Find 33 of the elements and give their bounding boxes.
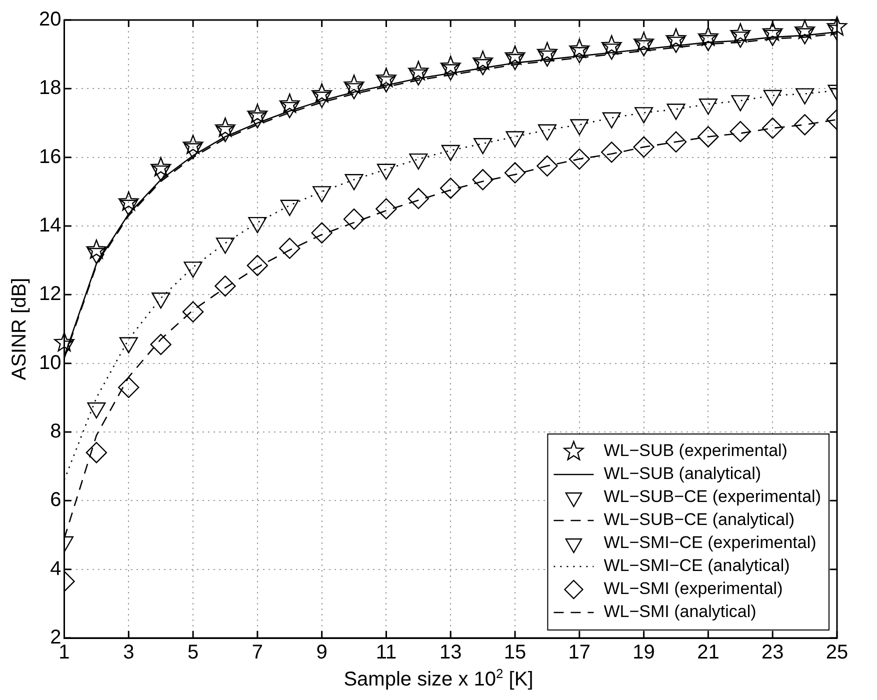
x-tick-label: 17 bbox=[568, 642, 591, 664]
y-tick-label: 14 bbox=[38, 214, 62, 237]
x-tick-label: 23 bbox=[761, 642, 784, 664]
y-tick-label: 4 bbox=[50, 558, 62, 580]
legend-label: WL−SMI−CE (experimental) bbox=[604, 533, 816, 552]
x-tick-label: 1 bbox=[58, 642, 70, 664]
x-axis-title: Sample size x 10$^{2}$ [K] bbox=[342, 666, 534, 692]
legend-label: WL−SUB (experimental) bbox=[604, 441, 788, 460]
legend-label: WL−SMI−CE (analytical) bbox=[604, 556, 790, 576]
x-tick-label: 15 bbox=[504, 642, 526, 664]
x-tick-label: 11 bbox=[376, 642, 397, 664]
y-tick-label: 12 bbox=[38, 283, 62, 306]
x-tick-label: 25 bbox=[826, 642, 848, 664]
y-axis-title: ASINR [dB] bbox=[8, 278, 31, 380]
legend-label: WL−SMI (experimental) bbox=[604, 579, 783, 598]
y-tick-label: 20 bbox=[38, 8, 62, 31]
x-tick-label: 19 bbox=[632, 642, 655, 664]
legend-label: WL−SUB−CE (experimental) bbox=[604, 487, 822, 506]
x-tick-label: 13 bbox=[440, 642, 462, 664]
legend-label: WL−SMI (analytical) bbox=[604, 602, 756, 622]
y-tick-label: 10 bbox=[38, 352, 62, 374]
legend-label: WL−SUB−CE (analytical) bbox=[604, 510, 795, 530]
y-tick-label: 16 bbox=[38, 146, 62, 168]
legend-label: WL−SUB (analytical) bbox=[604, 464, 762, 484]
x-tick-label: 3 bbox=[123, 642, 134, 664]
x-tick-label: 7 bbox=[252, 642, 263, 664]
x-tick-label: 5 bbox=[187, 642, 199, 664]
y-tick-label: 18 bbox=[38, 77, 62, 100]
y-tick-label: 8 bbox=[50, 420, 62, 443]
y-tick-label: 6 bbox=[50, 489, 62, 512]
x-tick-label: 21 bbox=[697, 642, 720, 664]
y-tick-label: 2 bbox=[50, 626, 62, 649]
x-tick-label: 9 bbox=[316, 642, 328, 664]
